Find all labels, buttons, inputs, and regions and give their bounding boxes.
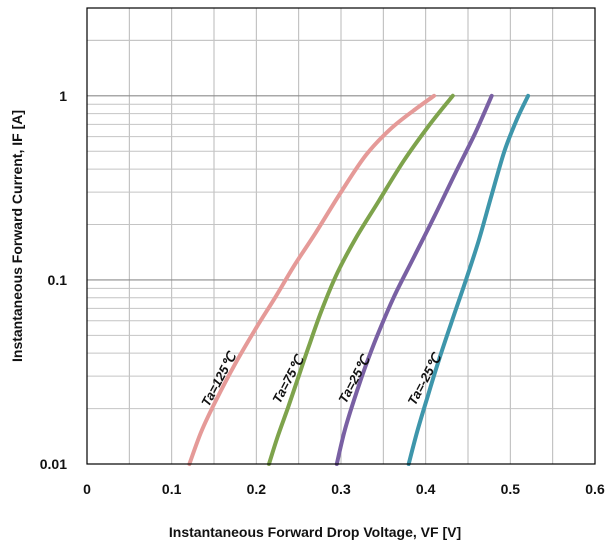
x-tick-label: 0.1 xyxy=(162,481,182,497)
x-tick-labels: 0 0.1 0.2 0.3 0.4 0.5 0.6 xyxy=(83,481,605,497)
series-layer xyxy=(187,93,531,466)
series-line-4 xyxy=(406,93,531,466)
y-tick-label: 0.01 xyxy=(40,456,67,472)
y-tick-label: 1 xyxy=(59,88,67,104)
x-tick-label: 0.5 xyxy=(501,481,521,497)
plot-frame xyxy=(86,7,596,465)
x-tick-label: 0.3 xyxy=(331,481,351,497)
minor-gridlines xyxy=(87,8,595,464)
x-tick-label: 0.2 xyxy=(247,481,267,497)
y-tick-labels: 0.01 0.1 1 xyxy=(40,88,67,472)
series-line-1 xyxy=(187,93,437,466)
x-axis-title: Instantaneous Forward Drop Voltage, VF [… xyxy=(169,524,461,540)
series-line-3 xyxy=(334,93,494,466)
major-gridlines xyxy=(87,95,595,281)
y-axis-title: Instantaneous Forward Current, IF [A] xyxy=(9,110,25,362)
series-line-2 xyxy=(267,93,455,466)
y-tick-label: 0.1 xyxy=(48,272,68,288)
x-tick-label: 0 xyxy=(83,481,91,497)
x-tick-label: 0.4 xyxy=(416,481,436,497)
x-tick-label: 0.6 xyxy=(585,481,605,497)
